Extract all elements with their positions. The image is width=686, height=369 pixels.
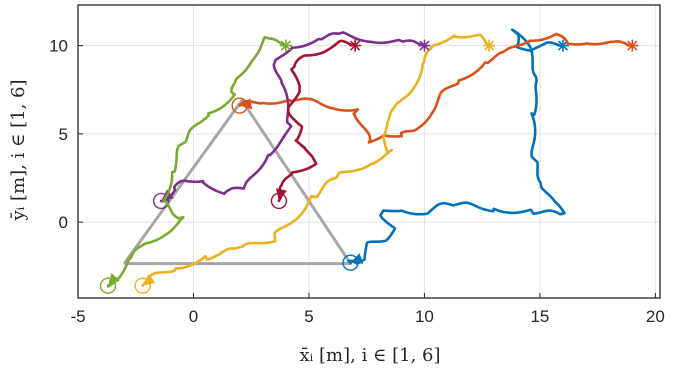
x-tick-label: 15 <box>530 307 549 326</box>
target-circle <box>99 277 117 294</box>
start-marker <box>483 39 496 52</box>
trajectory-5 <box>99 36 292 294</box>
axis-ticks: -5 0 5 10 15 20 0 5 10 <box>49 37 665 326</box>
x-tick-label: 5 <box>304 307 313 326</box>
trajectory-line <box>347 28 566 265</box>
target-circle <box>270 192 288 210</box>
trajectory-line <box>106 36 285 288</box>
start-marker <box>279 39 292 52</box>
trajectory-2 <box>231 32 639 144</box>
x-tick-label: 20 <box>646 307 665 326</box>
target-circle <box>342 254 359 271</box>
end-arrowhead <box>275 188 287 201</box>
trajectory-line <box>238 32 631 144</box>
target-circle <box>134 277 151 294</box>
start-marker-stroke <box>484 40 495 51</box>
grid <box>77 5 660 298</box>
y-axis-label: ȳᵢ [m], i ∈ [1, 6] <box>8 80 29 222</box>
y-tick-label: 10 <box>49 37 68 56</box>
y-tick-label: 5 <box>59 125 68 144</box>
start-marker-stroke <box>280 40 291 51</box>
x-tick-label: -5 <box>70 307 85 326</box>
start-marker-stroke <box>419 40 430 51</box>
end-arrowhead <box>108 273 120 286</box>
start-marker <box>626 39 639 52</box>
start-marker <box>418 39 431 52</box>
target-circle <box>152 192 170 210</box>
trajectory-1 <box>342 28 569 271</box>
start-marker-stroke <box>627 40 638 51</box>
trajectory-line <box>141 33 489 287</box>
trajectories <box>99 28 639 294</box>
plot-frame <box>77 4 661 299</box>
start-marker <box>349 39 362 52</box>
y-tick-label: 0 <box>59 213 68 232</box>
trajectory-3 <box>134 33 496 294</box>
x-tick-label: 10 <box>415 307 434 326</box>
start-marker-stroke <box>350 40 361 51</box>
trajectory-line <box>277 39 354 203</box>
end-arrowhead <box>142 274 156 286</box>
x-tick-label: 0 <box>189 307 198 326</box>
target-circle <box>231 97 248 114</box>
x-axis-label: x̄ᵢ [m], i ∈ [1, 6] <box>300 345 441 366</box>
end-arrowhead <box>239 98 253 110</box>
trajectory-6 <box>270 39 362 210</box>
